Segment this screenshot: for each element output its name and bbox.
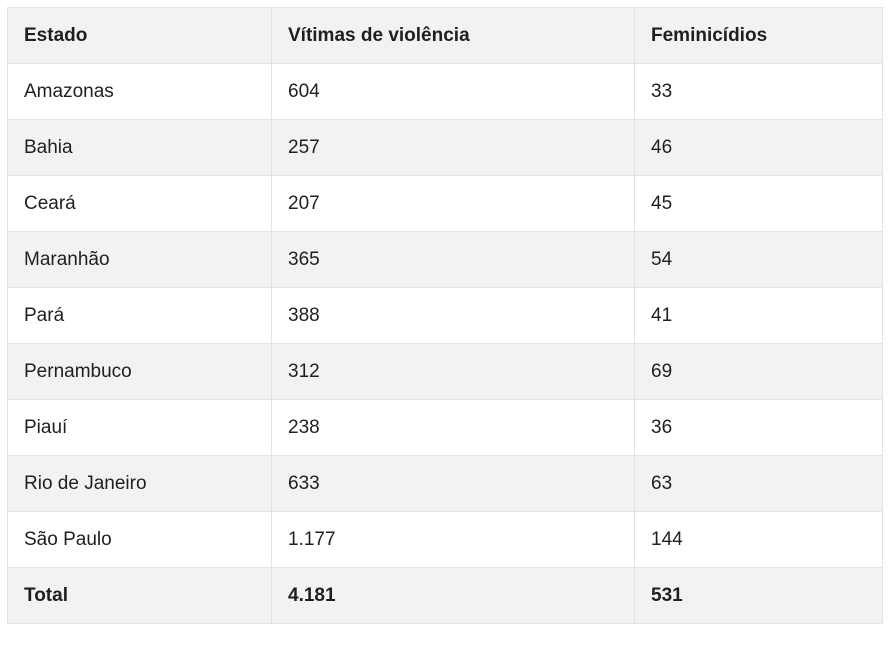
table-row: Rio de Janeiro 633 63 [7, 455, 883, 512]
cell-vitimas: 1.177 [271, 511, 635, 568]
cell-vitimas: 257 [271, 119, 635, 176]
header-feminicidios: Feminicídios [634, 7, 883, 64]
cell-vitimas: 388 [271, 287, 635, 344]
cell-feminicidios: 33 [634, 63, 883, 120]
cell-vitimas: 312 [271, 343, 635, 400]
cell-feminicidios: 45 [634, 175, 883, 232]
table-row: Pará 388 41 [7, 287, 883, 344]
cell-feminicidios: 41 [634, 287, 883, 344]
cell-feminicidios: 63 [634, 455, 883, 512]
cell-estado: Rio de Janeiro [7, 455, 272, 512]
table-row: Ceará 207 45 [7, 175, 883, 232]
cell-feminicidios: 69 [634, 343, 883, 400]
table-row: Bahia 257 46 [7, 119, 883, 176]
total-feminicidios: 531 [634, 567, 883, 624]
total-vitimas: 4.181 [271, 567, 635, 624]
table-total-row: Total 4.181 531 [7, 567, 883, 624]
cell-estado: Ceará [7, 175, 272, 232]
cell-estado: Bahia [7, 119, 272, 176]
table-row: Amazonas 604 33 [7, 63, 883, 120]
cell-feminicidios: 54 [634, 231, 883, 288]
table-row: São Paulo 1.177 144 [7, 511, 883, 568]
data-table-container: Estado Vítimas de violência Feminicídios… [7, 7, 883, 624]
cell-vitimas: 207 [271, 175, 635, 232]
cell-estado: Piauí [7, 399, 272, 456]
cell-vitimas: 604 [271, 63, 635, 120]
header-estado: Estado [7, 7, 272, 64]
cell-feminicidios: 46 [634, 119, 883, 176]
cell-estado: Maranhão [7, 231, 272, 288]
cell-estado: Amazonas [7, 63, 272, 120]
cell-vitimas: 365 [271, 231, 635, 288]
cell-vitimas: 633 [271, 455, 635, 512]
total-label: Total [7, 567, 272, 624]
table-row: Maranhão 365 54 [7, 231, 883, 288]
cell-feminicidios: 144 [634, 511, 883, 568]
violence-table: Estado Vítimas de violência Feminicídios… [7, 7, 883, 624]
cell-estado: São Paulo [7, 511, 272, 568]
cell-estado: Pernambuco [7, 343, 272, 400]
cell-vitimas: 238 [271, 399, 635, 456]
cell-feminicidios: 36 [634, 399, 883, 456]
header-vitimas: Vítimas de violência [271, 7, 635, 64]
table-header-row: Estado Vítimas de violência Feminicídios [7, 7, 883, 64]
table-row: Piauí 238 36 [7, 399, 883, 456]
table-row: Pernambuco 312 69 [7, 343, 883, 400]
cell-estado: Pará [7, 287, 272, 344]
